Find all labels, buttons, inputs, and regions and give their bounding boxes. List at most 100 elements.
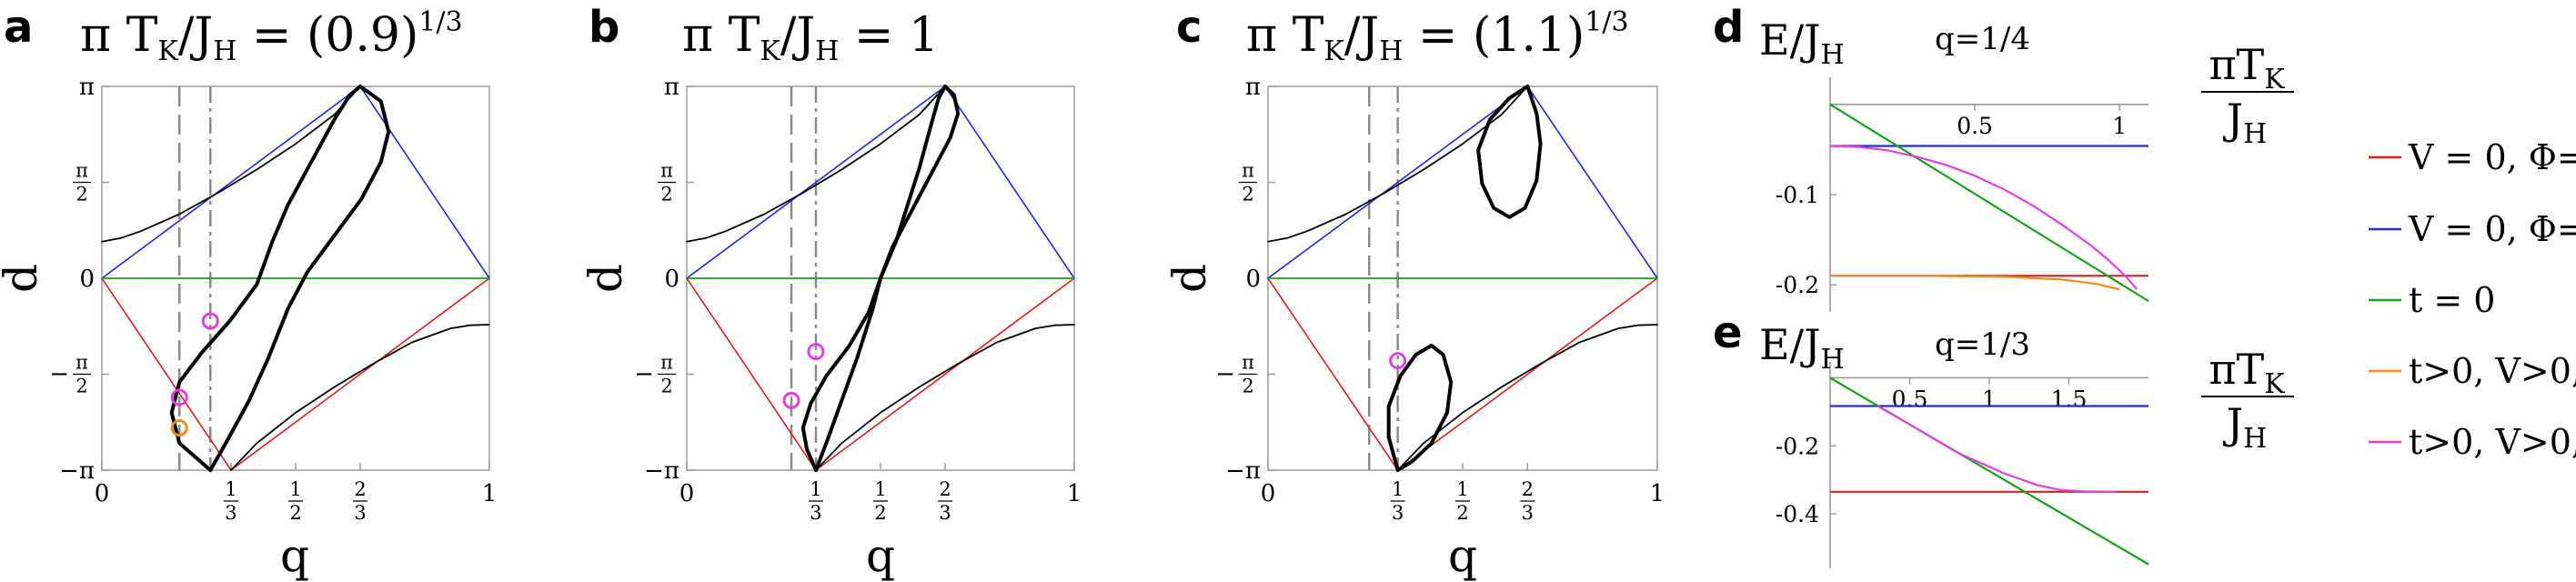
inset-y-tick-label: -0.2: [1776, 433, 1819, 459]
title-part: π T: [1246, 8, 1324, 63]
x-tick-numerator: 2: [939, 478, 951, 500]
y-tick-numerator: π: [1242, 352, 1254, 374]
series-line: [814, 85, 961, 472]
marker-circle: [1389, 352, 1407, 370]
legend-label: V = 0, Φ=π: [2408, 209, 2576, 249]
x-tick-numerator: 1: [1392, 478, 1404, 500]
legend-entry: t = 0: [2409, 280, 2495, 320]
y-tick-denominator: 2: [75, 184, 87, 206]
title-part: /J: [1344, 8, 1379, 63]
legend-label: t>0, V>0, d: [2409, 422, 2576, 462]
x-tick-numerator: 2: [1522, 478, 1534, 500]
x-tick-numerator: 1: [225, 478, 236, 500]
series-line: [1267, 277, 1658, 471]
inset-x-tick-label: 0.5: [1892, 386, 1928, 412]
y-tick-label: −π: [644, 457, 679, 485]
title-subscript: K: [1323, 35, 1344, 67]
y-tick-label: π: [79, 74, 95, 101]
x-tick-label: 0: [95, 480, 110, 507]
x-tick-denominator: 2: [289, 502, 301, 524]
legend: V = 0, Φ=0V = 0, Φ=πt = 0t>0, V>0, d<t>0…: [2369, 137, 2576, 467]
y-tick-denominator: 2: [1242, 184, 1253, 206]
title-part: = (1.1): [1403, 8, 1585, 63]
x-axis-label: q: [866, 529, 895, 582]
series-line: [101, 85, 490, 279]
inset-y-tick-label: -0.1: [1776, 182, 1819, 208]
y-tick-numerator: π: [75, 352, 88, 374]
title-subscript: H: [1379, 35, 1403, 67]
panel-label: a: [4, 2, 33, 53]
title-part: = 1: [839, 8, 939, 63]
series-line: [169, 85, 362, 472]
series-line: [1396, 324, 1658, 471]
x-tick-label: 1: [1067, 480, 1082, 507]
x-tick-numerator: 1: [810, 478, 821, 500]
x-tick-denominator: 3: [810, 502, 821, 524]
marker-circle: [170, 388, 188, 406]
y-tick-numerator: π: [75, 160, 88, 182]
panel-label: d: [1713, 2, 1744, 53]
y-title-subscript: H: [1821, 344, 1845, 376]
x-tick-numerator: 1: [289, 478, 301, 500]
inset-series-line: [1877, 405, 2118, 493]
marker-circle: [170, 419, 188, 437]
y-tick-denominator: 2: [660, 376, 672, 397]
x-tick-numerator: 1: [1456, 478, 1468, 500]
series-line: [686, 85, 946, 243]
y-tick-label: 0: [664, 266, 679, 293]
y-title-main: E/J: [1759, 320, 1821, 369]
y-tick-label: −π: [1225, 457, 1261, 485]
x-tick-numerator: 1: [874, 478, 886, 500]
y-tick-sign: −: [634, 361, 654, 388]
series-line: [101, 277, 490, 471]
x-label-num-main: πT: [2209, 345, 2264, 394]
panel-label: b: [589, 2, 619, 53]
y-tick-label: 0: [79, 266, 95, 293]
title-part: /J: [178, 8, 213, 63]
x-tick-denominator: 2: [1456, 502, 1468, 524]
inset-x-tick-label: 1.5: [2051, 386, 2088, 412]
x-label-den-subscript: H: [2243, 423, 2267, 455]
x-label-num-subscript: K: [2264, 368, 2285, 400]
x-tick-label: 1: [1650, 480, 1665, 507]
panel-label: c: [1176, 2, 1202, 53]
inset-x-tick-label: 1: [2112, 113, 2127, 139]
x-label-num-subscript: K: [2264, 64, 2285, 95]
y-title-subscript: H: [1821, 39, 1845, 71]
inset-x-label-numerator: πTK: [2209, 40, 2285, 95]
panel-title: π TK/JH = (0.9)1/3: [80, 6, 463, 67]
x-tick-label: 0: [679, 480, 695, 507]
series-line: [1386, 343, 1454, 472]
x-label-num-main: πT: [2209, 40, 2264, 89]
y-axis-label: d: [579, 264, 632, 293]
inset-series-line: [1829, 103, 2149, 303]
inset-x-tick-label: 1: [1982, 386, 1997, 412]
inset-x-label-denominator: JH: [2223, 95, 2268, 150]
inset-y-tick-label: -0.4: [1776, 501, 1819, 527]
x-tick-denominator: 3: [1392, 502, 1404, 524]
y-tick-label: π: [664, 74, 679, 101]
y-tick-denominator: 2: [1242, 376, 1253, 397]
x-tick-label: 0: [1261, 480, 1276, 507]
title-superscript: 1/3: [418, 6, 462, 38]
marker-circle: [782, 391, 800, 409]
series-line: [686, 277, 1075, 471]
inset-series-line: [1829, 145, 2138, 290]
panel-title: π TK/JH = 1: [682, 8, 939, 67]
q-value-label: q=1/4: [1935, 21, 2030, 57]
series-line: [208, 85, 391, 472]
y-tick-label: −π: [59, 457, 95, 485]
x-tick-denominator: 3: [1522, 502, 1534, 524]
inset-x-label-numerator: πTK: [2209, 345, 2285, 400]
series-line: [815, 324, 1075, 471]
legend-entry: t>0, V>0, d>: [2409, 422, 2576, 467]
series-line: [686, 85, 1075, 279]
inset-y-title: E/JH: [1759, 320, 1845, 376]
x-label-den-main: J: [2223, 399, 2243, 448]
x-axis-label: q: [1448, 529, 1477, 582]
y-axis-label: d: [0, 264, 47, 293]
